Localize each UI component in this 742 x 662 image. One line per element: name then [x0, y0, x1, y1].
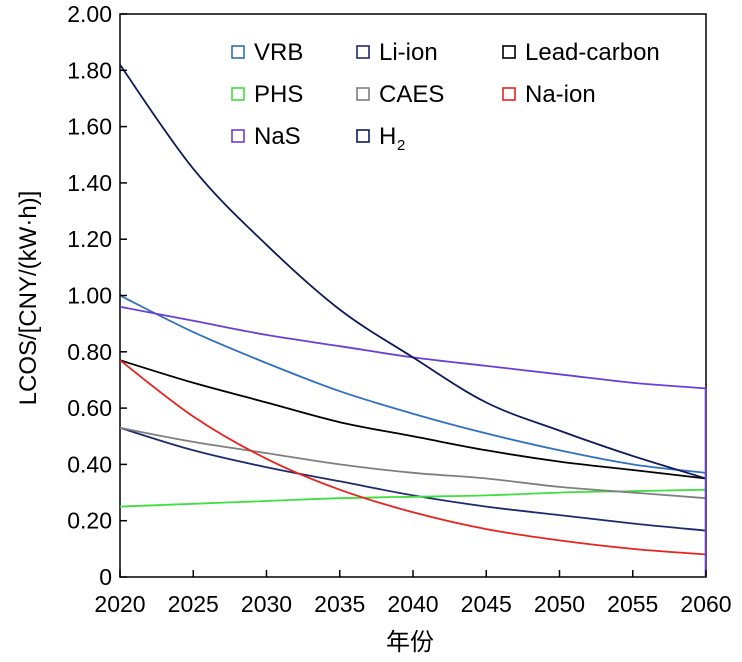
legend-swatch: [231, 129, 245, 143]
legend-label: NaS: [254, 123, 301, 150]
legend-label: VRB: [254, 39, 303, 66]
axes-layer: 0 0.20 0.40 0.60 0.80 1.00 1.20 1.40 1.60 1.80 2.0…: [67, 1, 731, 617]
series-line-caes: [119, 426, 707, 500]
legend-label: Na-ion: [525, 81, 596, 108]
legend-label: H: [379, 123, 396, 150]
y-tick-label: 0: [99, 564, 112, 590]
y-tick-label: 0.60: [67, 395, 112, 421]
x-tick-label: 2055: [607, 591, 658, 617]
legend-swatch: [356, 129, 370, 143]
legend-item-lead-carbon: Lead-carbon: [502, 39, 660, 66]
y-tick-label: 0.40: [67, 451, 112, 477]
series-line-na-ion: [119, 359, 707, 556]
legend-swatch: [231, 45, 245, 59]
series-line-vrb: [119, 294, 707, 474]
x-tick-label: 2030: [241, 591, 292, 617]
legend-subscript: 2: [397, 137, 405, 154]
legend-item-li-ion: Li-ion: [356, 39, 438, 66]
legend-label: CAES: [379, 81, 444, 108]
x-tick-label: 2050: [534, 591, 585, 617]
legend-swatch: [356, 45, 370, 59]
legend-item-na-ion: Na-ion: [502, 81, 596, 108]
y-tick-label: 1.40: [67, 170, 112, 196]
legend: VRB Li-ion Lead-carbon PHS CAES Na-ion NaS H 2: [231, 39, 660, 154]
series-line-h2: [119, 64, 707, 480]
x-tick-label: 2035: [314, 591, 365, 617]
legend-swatch: [502, 45, 516, 59]
legend-label: Lead-carbon: [525, 39, 660, 66]
y-tick-label: 1.60: [67, 114, 112, 140]
y-tick-label: 1.00: [67, 283, 112, 309]
legend-item-vrb: VRB: [231, 39, 303, 66]
series-line-lead-carbon: [119, 359, 707, 480]
y-tick-label: 2.00: [67, 1, 112, 27]
series-line-li-ion: [119, 426, 707, 532]
legend-item-caes: CAES: [356, 81, 444, 108]
legend-item-nas: NaS: [231, 123, 301, 150]
y-axis-title: LCOS/[CNY/(kW·h)]: [15, 191, 42, 406]
legend-swatch: [502, 87, 516, 101]
series-layer: [119, 64, 707, 577]
y-tick-label: 1.80: [67, 57, 112, 83]
x-tick-label: 2060: [680, 591, 731, 617]
x-tick-label: 2025: [168, 591, 219, 617]
y-tick-label: 1.20: [67, 226, 112, 252]
y-tick-label: 0.80: [67, 339, 112, 365]
legend-swatch: [231, 87, 245, 101]
x-tick-label: 2020: [94, 591, 145, 617]
x-axis-title: 年份: [386, 628, 434, 656]
legend-label: Li-ion: [379, 39, 438, 66]
x-tick-label: 2040: [387, 591, 438, 617]
legend-label: PHS: [254, 81, 303, 108]
x-tick-label: 2045: [461, 591, 512, 617]
series-line-nas: [119, 305, 707, 390]
y-tick-label: 0.20: [67, 508, 112, 534]
legend-swatch: [356, 87, 370, 101]
legend-item-phs: PHS: [231, 81, 303, 108]
